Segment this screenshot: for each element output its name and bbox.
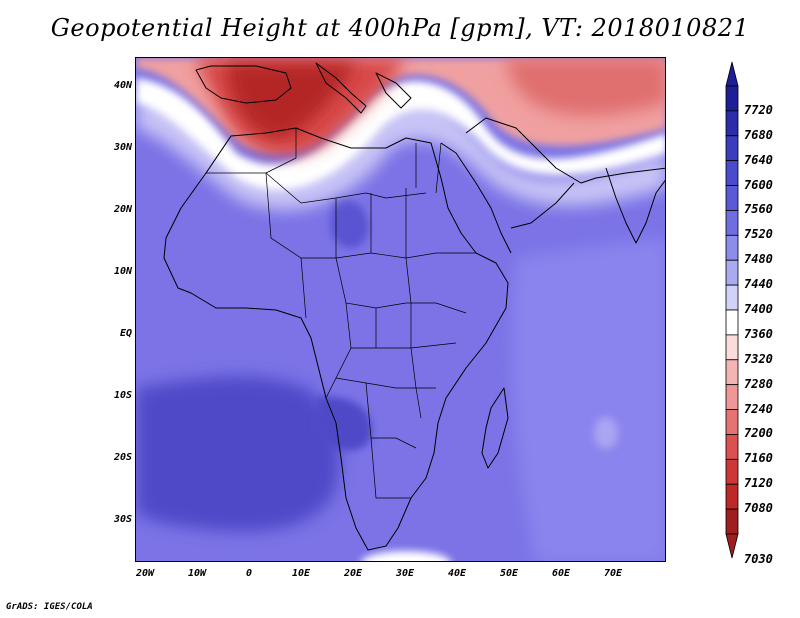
colorbar-swatch <box>725 384 739 410</box>
colorbar-label: 7240 <box>744 401 773 416</box>
lon-label-60e: 60E <box>551 568 571 579</box>
field-low-angola <box>316 397 372 451</box>
colorbar-label: 7640 <box>744 152 773 167</box>
colorbar-swatch <box>725 135 739 162</box>
lon-label-10e: 10E <box>291 568 311 579</box>
coastline-india <box>605 167 665 244</box>
lat-label-40n: 40N <box>113 80 132 91</box>
field-low-chad <box>331 197 369 248</box>
colorbar-swatch <box>725 284 739 311</box>
coastline-africa <box>163 127 509 551</box>
lat-label-10s: 10S <box>113 390 132 401</box>
lon-label-0: 0 <box>245 568 253 579</box>
colorbar-bottom-arrow <box>725 533 739 559</box>
coastline-red-sea <box>440 142 512 254</box>
colorbar-swatch <box>725 458 739 485</box>
map-panel <box>135 57 666 562</box>
colorbar-swatch <box>725 110 739 137</box>
colorbar-label: 7080 <box>744 501 773 516</box>
colorbar-label: 7480 <box>744 252 773 267</box>
colorbar-swatch <box>725 160 739 186</box>
lon-label-20e: 20E <box>343 568 363 579</box>
lat-label-30n: 30N <box>113 142 132 153</box>
colorbar-swatch <box>725 434 739 460</box>
lon-label-50e: 50E <box>499 568 519 579</box>
colorbar-swatch <box>725 234 739 261</box>
colorbar-label: 7030 <box>744 552 773 566</box>
colorbar-label: 7320 <box>744 351 773 366</box>
lon-label-40e: 40E <box>447 568 467 579</box>
lon-label-10w: 10W <box>187 568 207 579</box>
colorbar-swatch <box>725 309 739 336</box>
coastline-iberia <box>195 65 292 104</box>
colorbar-swatch <box>725 85 739 112</box>
colorbar-label: 7520 <box>744 227 773 242</box>
lon-label-70e: 70E <box>603 568 623 579</box>
colorbar-label: 7280 <box>744 376 773 391</box>
colorbar-top-arrow <box>725 61 739 87</box>
coastline-arabia-india <box>465 117 665 184</box>
map-title: Geopotential Height at 400hPa [gpm], VT:… <box>50 14 750 42</box>
lat-label-20s: 20S <box>113 452 132 463</box>
lat-label-30s: 30S <box>113 514 132 525</box>
colorbar-swatch <box>725 409 739 435</box>
lat-label-20n: 20N <box>113 204 132 215</box>
colorbar-label: 7680 <box>744 127 773 142</box>
colorbar-swatch <box>725 359 739 386</box>
grads-credit: GrADS: IGES/COLA <box>6 602 93 612</box>
lon-label-30e: 30E <box>395 568 415 579</box>
lat-label-10n: 10N <box>113 266 132 277</box>
colorbar-label: 7560 <box>744 202 773 217</box>
country-borders <box>205 128 476 499</box>
field-high-persia <box>506 58 665 116</box>
colorbar-label: 7400 <box>744 302 773 316</box>
colorbar-swatch <box>725 508 739 535</box>
field-south-patch <box>361 551 451 561</box>
coastlines <box>163 62 665 551</box>
colorbar-swatch <box>725 185 739 211</box>
coastline-greece <box>375 72 412 109</box>
colorbar-label: 7720 <box>744 102 773 117</box>
height-field-map <box>136 58 665 561</box>
colorbar-swatches <box>725 61 739 559</box>
field-mid-east <box>512 238 665 561</box>
colorbar-label: 7160 <box>744 451 773 466</box>
colorbar-label: 7120 <box>744 476 773 491</box>
coastline-madagascar <box>481 387 509 469</box>
colorbar-label: 7200 <box>744 426 773 441</box>
colorbar-swatch <box>725 483 739 510</box>
coastline-italy <box>315 62 367 114</box>
coastline-arabia-south <box>510 182 575 229</box>
field-white-zone <box>136 78 665 190</box>
colorbar-swatch <box>725 334 739 361</box>
colorbar <box>725 61 739 559</box>
colorbar-swatch <box>725 259 739 286</box>
colorbar-label: 7600 <box>744 177 773 192</box>
lat-label-eq: EQ <box>119 328 132 339</box>
colorbar-label: 7360 <box>744 326 773 341</box>
colorbar-label: 7440 <box>744 277 773 292</box>
field-low-southwest <box>136 376 340 532</box>
field-local-max-indian-ocean <box>594 417 618 449</box>
colorbar-swatch <box>725 210 739 236</box>
field-max-core <box>226 63 356 139</box>
lon-label-20w: 20W <box>135 568 155 579</box>
